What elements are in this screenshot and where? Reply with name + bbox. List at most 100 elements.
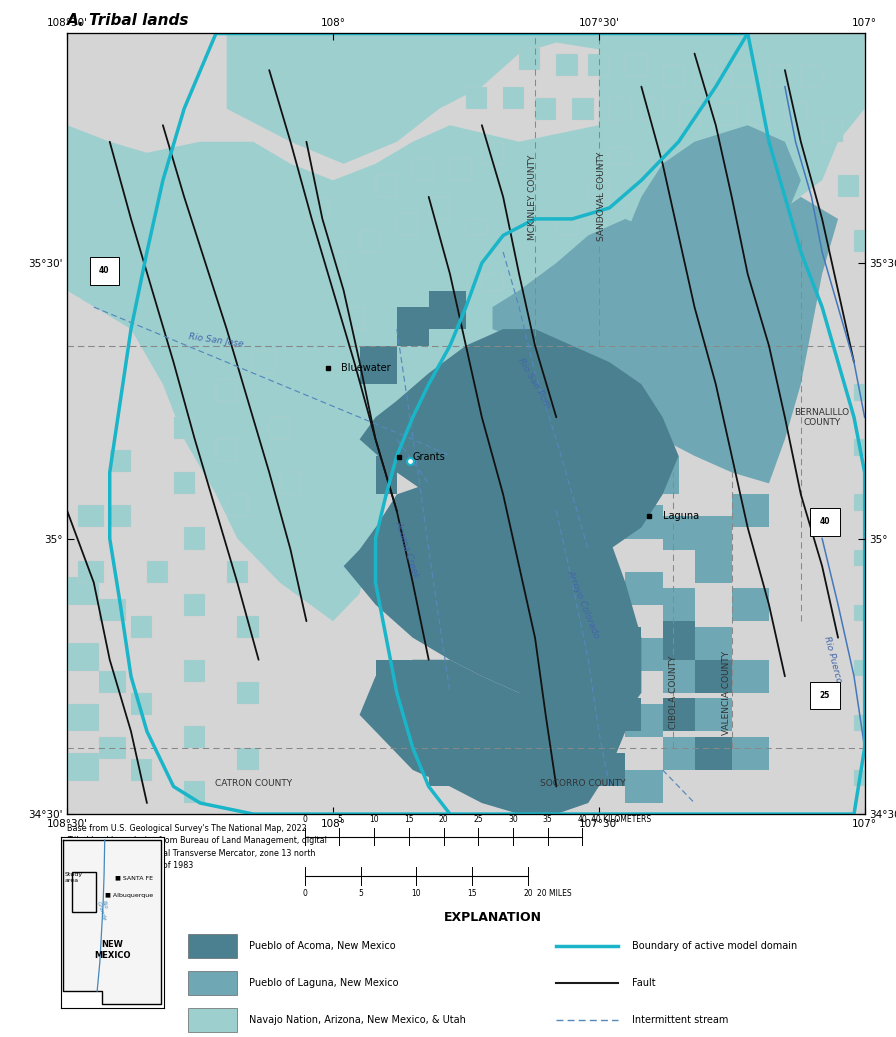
Polygon shape bbox=[428, 748, 466, 786]
Text: 35: 35 bbox=[543, 815, 553, 823]
Bar bbox=[556, 54, 578, 76]
Bar bbox=[854, 714, 870, 731]
Text: CIBOLA COUNTY: CIBOLA COUNTY bbox=[668, 656, 677, 729]
Text: Fault: Fault bbox=[632, 978, 655, 987]
Text: Bluewater: Bluewater bbox=[341, 363, 391, 372]
Bar bbox=[78, 505, 105, 528]
Bar bbox=[854, 230, 875, 252]
Polygon shape bbox=[625, 769, 663, 803]
Bar bbox=[785, 103, 806, 125]
Bar bbox=[652, 147, 673, 164]
Bar bbox=[99, 599, 125, 621]
Bar bbox=[185, 660, 205, 681]
Bar bbox=[185, 593, 205, 616]
Text: 0: 0 bbox=[302, 815, 307, 823]
Text: ■ Albuquerque: ■ Albuquerque bbox=[105, 893, 153, 898]
Text: 30: 30 bbox=[508, 815, 518, 823]
Polygon shape bbox=[732, 495, 769, 528]
Polygon shape bbox=[663, 588, 694, 621]
Bar bbox=[466, 87, 487, 109]
Polygon shape bbox=[556, 362, 609, 400]
Polygon shape bbox=[64, 840, 160, 1004]
Text: 25: 25 bbox=[473, 815, 483, 823]
Bar bbox=[785, 164, 806, 180]
Bar bbox=[769, 64, 790, 87]
Text: Laguna: Laguna bbox=[663, 511, 699, 522]
Text: 40: 40 bbox=[99, 267, 109, 275]
Bar bbox=[109, 505, 131, 528]
Polygon shape bbox=[694, 626, 732, 660]
Polygon shape bbox=[375, 456, 397, 495]
Bar bbox=[185, 726, 205, 748]
Polygon shape bbox=[663, 621, 694, 660]
Polygon shape bbox=[466, 731, 504, 769]
Text: SOCORRO COUNTY: SOCORRO COUNTY bbox=[540, 779, 625, 788]
Polygon shape bbox=[493, 197, 838, 483]
Bar bbox=[625, 54, 647, 76]
Text: 40 KILOMETERS: 40 KILOMETERS bbox=[591, 815, 651, 823]
Bar bbox=[237, 681, 259, 704]
Bar bbox=[642, 97, 663, 119]
Bar bbox=[344, 307, 365, 329]
Bar bbox=[131, 759, 152, 781]
Text: 10: 10 bbox=[369, 815, 379, 823]
Text: NEW
MEXICO: NEW MEXICO bbox=[94, 941, 131, 959]
Polygon shape bbox=[535, 345, 573, 385]
Bar bbox=[78, 561, 105, 583]
Polygon shape bbox=[732, 588, 769, 621]
Bar bbox=[854, 440, 870, 456]
Bar bbox=[99, 671, 125, 693]
Bar bbox=[609, 147, 631, 164]
Polygon shape bbox=[413, 676, 450, 714]
Bar bbox=[663, 192, 684, 207]
Bar bbox=[280, 473, 301, 495]
Text: 5: 5 bbox=[337, 815, 341, 823]
Bar bbox=[504, 312, 524, 329]
Bar bbox=[625, 192, 647, 207]
Bar bbox=[716, 147, 737, 164]
Bar bbox=[174, 473, 194, 495]
Bar bbox=[482, 274, 504, 290]
Polygon shape bbox=[694, 698, 732, 731]
Text: Arroyo Colorado: Arroyo Colorado bbox=[565, 569, 600, 640]
Bar bbox=[99, 737, 125, 759]
Polygon shape bbox=[642, 456, 678, 495]
Polygon shape bbox=[694, 516, 732, 550]
Bar bbox=[609, 97, 631, 119]
Bar bbox=[359, 230, 381, 252]
Polygon shape bbox=[535, 693, 573, 731]
Text: Study
area: Study area bbox=[65, 872, 82, 882]
Text: 0: 0 bbox=[302, 889, 307, 898]
Bar bbox=[747, 147, 769, 164]
Text: 20: 20 bbox=[523, 889, 533, 898]
Bar bbox=[227, 561, 248, 583]
Polygon shape bbox=[397, 307, 428, 345]
Polygon shape bbox=[227, 33, 865, 164]
Polygon shape bbox=[732, 660, 769, 693]
Polygon shape bbox=[625, 638, 663, 671]
Bar bbox=[131, 693, 152, 714]
Text: VALENCIA COUNTY: VALENCIA COUNTY bbox=[722, 651, 731, 735]
Text: ■ SANTA FE: ■ SANTA FE bbox=[115, 875, 153, 880]
Polygon shape bbox=[625, 571, 663, 605]
Bar bbox=[67, 577, 99, 605]
Bar bbox=[694, 192, 716, 207]
Bar bbox=[801, 64, 823, 87]
Bar bbox=[854, 385, 870, 400]
Bar bbox=[482, 142, 504, 164]
Bar bbox=[769, 192, 790, 207]
Bar bbox=[663, 64, 684, 87]
Bar bbox=[854, 495, 870, 511]
Text: 20: 20 bbox=[439, 815, 448, 823]
Polygon shape bbox=[466, 362, 504, 400]
Polygon shape bbox=[663, 660, 694, 693]
Bar bbox=[854, 660, 870, 676]
Text: Intermittent stream: Intermittent stream bbox=[632, 1014, 728, 1025]
Bar bbox=[109, 450, 131, 473]
Bar bbox=[573, 97, 593, 119]
Bar bbox=[823, 119, 843, 142]
Text: MCKINLEY COUNTY: MCKINLEY COUNTY bbox=[528, 155, 537, 240]
Bar bbox=[428, 197, 450, 219]
Bar bbox=[237, 748, 259, 769]
Polygon shape bbox=[359, 660, 625, 814]
